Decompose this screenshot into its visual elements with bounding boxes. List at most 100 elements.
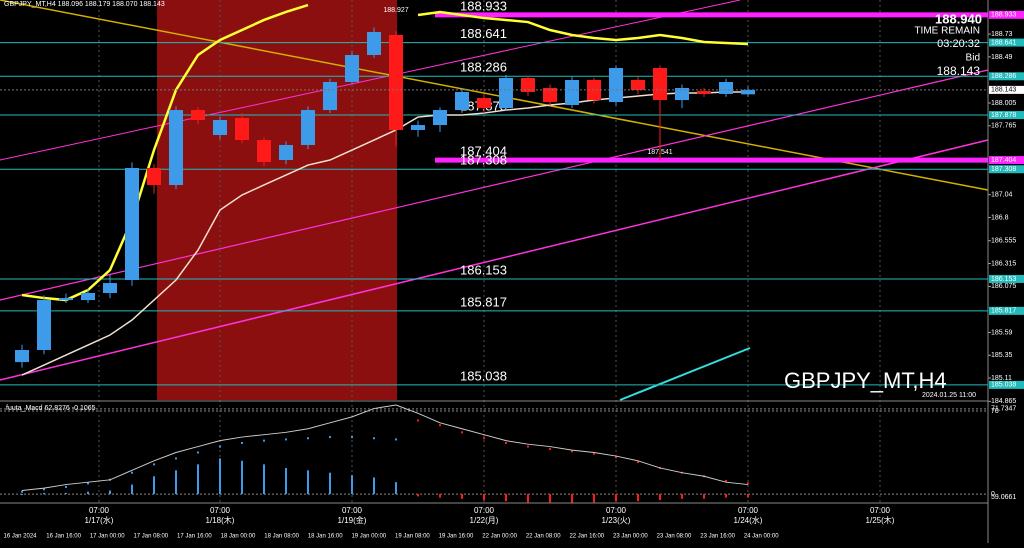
y-tick-label: 186.075 bbox=[991, 283, 1016, 290]
current-price-label: 188.143 bbox=[991, 87, 1016, 94]
macd-bar bbox=[483, 494, 485, 500]
ichimoku-line bbox=[619, 347, 751, 401]
macd-bar bbox=[637, 494, 639, 502]
candle-body bbox=[367, 32, 381, 56]
macd-bar bbox=[439, 494, 441, 498]
trend-line bbox=[0, 139, 989, 381]
x-date-label: 1/23(火) bbox=[602, 516, 631, 525]
x-tick-label: 23 Jan 00:00 bbox=[613, 534, 648, 540]
x-tick-label: 19 Jan 00:00 bbox=[351, 534, 386, 540]
macd-signal-dot bbox=[197, 451, 199, 454]
macd-signal-dot bbox=[417, 419, 419, 422]
macd-signal-dot bbox=[615, 456, 617, 459]
y-tick-label: 185.35 bbox=[991, 352, 1013, 359]
macd-bar bbox=[461, 494, 463, 499]
info-price: 188.940 bbox=[935, 11, 982, 26]
x-tick-label: 17 Jan 00:00 bbox=[90, 534, 125, 540]
level-tag-label: 187.878 bbox=[991, 112, 1016, 119]
level-tag bbox=[989, 10, 1024, 19]
level-label: 187.404 bbox=[460, 144, 507, 159]
current-price-tag bbox=[989, 85, 1024, 94]
x-tick-label: 22 Jan 08:00 bbox=[526, 534, 561, 540]
candle-body bbox=[389, 34, 403, 130]
macd-signal-dot bbox=[527, 445, 529, 448]
level-tag bbox=[989, 111, 1024, 120]
grid bbox=[98, 0, 881, 503]
macd-bar bbox=[241, 460, 243, 495]
x-tick-label: 16 Jan 16:00 bbox=[46, 534, 81, 540]
x-tick-label: 23 Jan 08:00 bbox=[657, 534, 692, 540]
x-tick-label: 17 Jan 08:00 bbox=[133, 534, 168, 540]
macd-signal-dot bbox=[43, 488, 45, 491]
info-bid: 188.143 bbox=[937, 64, 981, 78]
x-tick-label: 18 Jan 16:00 bbox=[308, 534, 343, 540]
macd-bar bbox=[65, 492, 67, 495]
annotation: 188.927 bbox=[383, 7, 408, 14]
y-tick-label: 186.315 bbox=[991, 260, 1016, 267]
macd-signal-dot bbox=[395, 438, 397, 441]
macd-bar bbox=[329, 472, 331, 495]
macd-line bbox=[21, 404, 749, 491]
candle-body bbox=[213, 120, 227, 136]
macd-bar bbox=[87, 491, 89, 495]
x-tick-label: 17 Jan 16:00 bbox=[177, 534, 212, 540]
symbol-title: GBPJPY_MT,H4 188.096 188.179 188.070 188… bbox=[4, 1, 165, 8]
candle-body bbox=[37, 300, 51, 351]
info-label: TIME REMAIN bbox=[914, 26, 980, 37]
macd-signal-dot bbox=[219, 445, 221, 448]
timestamp: 2024.01.25 11:00 bbox=[922, 392, 976, 399]
macd-bar bbox=[43, 492, 45, 495]
level-tag bbox=[989, 72, 1024, 81]
info-timer: 03:20:32 bbox=[937, 38, 980, 50]
y-tick-label: 186.555 bbox=[991, 238, 1016, 245]
macd-bar bbox=[351, 475, 353, 495]
x-date-label: 1/22(月) bbox=[470, 516, 499, 525]
macd-bar bbox=[219, 458, 221, 495]
macd-bar bbox=[307, 470, 309, 495]
macd-signal-dot bbox=[571, 450, 573, 453]
candle-body bbox=[235, 118, 249, 141]
macd-signal-dot bbox=[263, 439, 265, 442]
macd-signal-dot bbox=[65, 485, 67, 488]
x-tick-label: 24 Jan 00:00 bbox=[744, 534, 779, 540]
trend-line bbox=[0, 0, 741, 161]
macd-signal-dot bbox=[549, 447, 551, 450]
level-tag-label: 187.308 bbox=[991, 166, 1016, 173]
x-tick-label: 22 Jan 16:00 bbox=[569, 534, 604, 540]
candle-body bbox=[301, 110, 315, 145]
macd-signal-dot bbox=[329, 436, 331, 439]
macd-bar bbox=[593, 494, 595, 503]
macd-bar bbox=[21, 494, 23, 496]
x-date-label: 1/18(木) bbox=[206, 515, 235, 525]
candle-body bbox=[543, 87, 557, 103]
macd-bar bbox=[395, 482, 397, 495]
x-date-time: 07:00 bbox=[342, 506, 363, 515]
candle-body bbox=[697, 91, 711, 94]
macd-signal-dot bbox=[175, 457, 177, 460]
macd-bar bbox=[615, 494, 617, 502]
x-tick-label: 19 Jan 08:00 bbox=[395, 534, 430, 540]
x-date-time: 07:00 bbox=[210, 506, 231, 515]
y-tick-label: 185.59 bbox=[991, 329, 1013, 336]
candle-body bbox=[411, 125, 425, 130]
watermark: GBPJPY_MT,H4 bbox=[784, 368, 947, 393]
macd-bar bbox=[659, 494, 661, 500]
candle-body bbox=[257, 140, 271, 162]
macd-signal-dot bbox=[593, 452, 595, 455]
candle-body bbox=[455, 91, 469, 111]
level-tag-label: 185.817 bbox=[991, 308, 1016, 315]
level-label: 186.153 bbox=[460, 262, 507, 277]
candle-body bbox=[169, 110, 183, 185]
macd-bar bbox=[263, 464, 265, 495]
macd-bar bbox=[109, 490, 111, 495]
macd-bar bbox=[131, 484, 133, 495]
y-tick-label: 187.04 bbox=[991, 192, 1013, 199]
level-label: 185.817 bbox=[460, 294, 507, 309]
macd-bar bbox=[725, 494, 727, 498]
macd-bar bbox=[197, 464, 199, 495]
x-tick-label: 18 Jan 08:00 bbox=[264, 534, 299, 540]
macd-signal-dot bbox=[285, 438, 287, 441]
macd-signal-dot bbox=[637, 461, 639, 463]
candle-body bbox=[719, 81, 733, 94]
